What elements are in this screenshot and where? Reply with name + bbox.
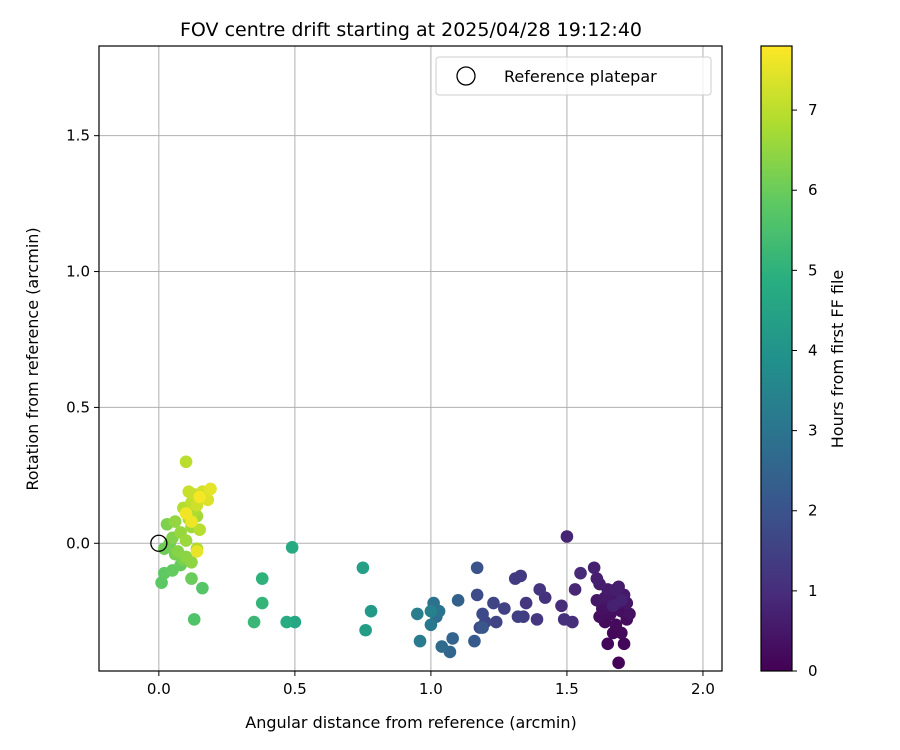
colorbar-tick-label: 6 [808, 181, 818, 199]
data-point [555, 599, 568, 613]
x-ticks: 0.0 0.5 1.0 1.5 2.0 [147, 671, 715, 698]
axes-frame [98, 45, 723, 672]
data-point [356, 561, 370, 575]
data-point [255, 596, 269, 610]
colorbar-label: Hours from first FF file [828, 270, 847, 449]
x-tick-label: 1.5 [555, 680, 579, 698]
data-point [185, 556, 198, 569]
y-tick-label: 1.5 [66, 127, 90, 145]
colorbar-tick-label: 7 [808, 101, 818, 119]
data-point [623, 607, 636, 621]
y-tick-label: 1.0 [66, 263, 90, 281]
data-point [424, 618, 438, 632]
data-point [533, 583, 547, 596]
reference-marker [150, 534, 168, 552]
data-point [185, 572, 198, 585]
data-point [179, 507, 193, 520]
data-point [476, 621, 489, 634]
x-tick-label: 0.0 [147, 680, 171, 698]
legend-marker [456, 66, 476, 86]
colorbar-tick-label: 1 [808, 582, 818, 600]
data-point [204, 482, 217, 496]
data-point [587, 561, 601, 575]
data-point [470, 588, 484, 602]
data-point [285, 541, 299, 554]
data-point [498, 602, 511, 615]
data-point [155, 576, 168, 589]
colorbar-tick-label: 3 [808, 422, 818, 440]
colorbar-tick-label: 4 [808, 341, 818, 359]
data-point [487, 596, 500, 610]
data-point [182, 485, 196, 498]
data-point [193, 523, 206, 536]
data-point [574, 566, 587, 580]
data-point [468, 634, 481, 648]
data-point [511, 610, 525, 623]
colorbar [760, 45, 793, 672]
data-point [179, 534, 193, 547]
data-point [424, 604, 438, 618]
colorbar-tick-label: 5 [808, 261, 818, 279]
colorbar-tick-label: 2 [808, 502, 818, 520]
colorbar-ticks: 0 1 2 3 4 5 6 7 [792, 101, 818, 680]
data-point [615, 594, 628, 607]
x-tick-label: 0.5 [283, 680, 307, 698]
data-point [590, 572, 604, 585]
data-point [568, 583, 582, 596]
data-point [364, 604, 378, 618]
data-point [530, 613, 544, 626]
data-point [359, 623, 372, 637]
x-tick-label: 1.0 [419, 680, 443, 698]
data-point [413, 634, 427, 648]
data-point [190, 545, 204, 558]
data-point [187, 613, 201, 626]
data-point [411, 607, 424, 621]
y-axis-label: Rotation from reference (arcmin) [23, 227, 42, 490]
data-point [451, 594, 465, 607]
data-point [247, 615, 261, 629]
data-point [435, 640, 449, 653]
data-points [155, 455, 636, 670]
data-point [446, 632, 459, 645]
data-point [560, 530, 574, 543]
data-point [280, 615, 294, 629]
data-point [617, 637, 631, 651]
y-tick-label: 0.5 [66, 398, 90, 416]
data-point [193, 490, 206, 504]
data-point [179, 455, 193, 469]
data-point [470, 561, 484, 575]
legend: Reference platepar [435, 56, 712, 96]
colorbar-tick-label: 0 [808, 662, 818, 680]
y-tick-label: 0.0 [66, 534, 90, 552]
data-point [489, 615, 503, 629]
x-axis-label: Angular distance from reference (arcmin) [245, 713, 576, 732]
data-point [476, 607, 489, 621]
data-point [612, 656, 625, 670]
data-point [519, 596, 533, 610]
data-point [255, 572, 269, 585]
data-point [557, 613, 571, 626]
legend-label: Reference platepar [504, 67, 657, 86]
x-tick-label: 2.0 [691, 680, 715, 698]
grid [99, 46, 722, 671]
chart-title: FOV centre drift starting at 2025/04/28 … [180, 19, 642, 41]
data-point [196, 581, 209, 595]
data-point [609, 583, 623, 596]
data-point [168, 515, 182, 528]
data-point [601, 637, 615, 651]
data-point [609, 618, 623, 632]
y-ticks: 0.0 0.5 1.0 1.5 [66, 127, 99, 552]
legend-box [435, 56, 712, 96]
data-point [508, 572, 522, 585]
